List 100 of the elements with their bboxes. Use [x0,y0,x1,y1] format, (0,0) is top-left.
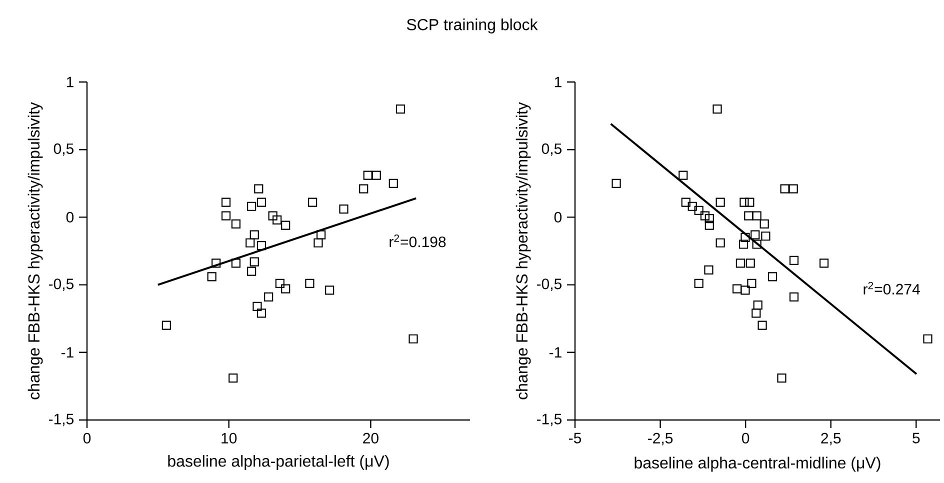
point [250,257,259,266]
y-tick-label: 1 [554,76,562,88]
point [231,258,240,268]
chart-title: SCP training block [406,18,538,34]
y-tick-label: -1 [549,347,562,358]
point [688,202,697,211]
point [740,198,749,207]
point [760,219,769,229]
point [268,211,278,220]
y-tick-label: -1 [61,347,74,358]
point [752,308,761,318]
point [732,284,742,294]
point [752,240,762,249]
point [221,198,231,207]
annotation: r$^{2}$=0.274 [864,282,920,295]
point [228,374,238,383]
point [694,278,704,288]
point [212,258,221,268]
y-axis-title: change FBB-HKS hyperactivity/impulsivity [28,102,43,400]
point [923,334,932,344]
point [372,170,381,180]
point [396,104,406,114]
point [388,178,398,188]
point [305,278,314,288]
x-tick-label: 0 [742,432,750,444]
point [819,258,829,268]
point [704,265,714,274]
point [247,266,256,276]
x-tick-label: -2,5 [648,432,673,446]
point [308,198,318,207]
point [758,320,767,330]
x-tick-label: 5 [912,432,920,444]
point [700,211,710,220]
point [753,300,762,310]
point [359,184,368,194]
point [694,206,704,215]
point [264,292,274,302]
x-tick-label: -5 [569,432,582,444]
y-axis-title: change FBB-HKS hyperactivity/impulsivity [516,102,531,400]
point [704,220,714,230]
point [780,184,790,194]
point [768,272,778,282]
x-tick-label: 0 [83,432,91,444]
point [738,240,748,249]
point [256,308,266,318]
annotation: r$^{2}$=0.198 [390,234,446,248]
point [712,104,722,114]
point [612,178,621,188]
point [736,258,746,268]
point [256,241,266,250]
y-tick-label: -0,5 [48,278,74,291]
point [716,198,725,207]
y-tick-label: 1 [66,76,74,88]
point [678,170,688,180]
point [281,220,290,230]
point [777,374,786,383]
point [325,286,334,295]
point [744,211,754,220]
point [747,278,756,288]
point [681,198,690,207]
x-tick-label: 2,5 [821,432,841,446]
point [314,238,323,248]
point [704,214,714,224]
point [272,215,282,224]
x-tick-label: 10 [222,432,237,444]
point [256,198,266,207]
point [221,211,231,220]
y-tick-label: -0,5 [536,278,562,291]
y-tick-label: -1,5 [48,414,74,426]
x-axis-title: baseline alpha-parietal-left (μV) [168,455,389,470]
point [750,230,760,240]
point [363,170,372,180]
point [316,230,326,240]
point [761,232,770,241]
point [339,204,348,214]
point [252,302,262,311]
point [281,284,290,294]
y-tick-label: 0 [554,212,562,223]
x-tick-label: 20 [363,432,378,444]
point [788,184,798,194]
point [746,258,755,268]
point [789,256,799,266]
point [745,198,754,207]
point [246,238,255,248]
point [162,320,171,330]
point [275,278,284,288]
y-tick-label: 0 [66,212,74,223]
point [789,292,799,302]
point [740,232,750,242]
point [716,238,725,248]
point [247,202,256,211]
point [250,230,259,240]
x-axis-title: baseline alpha-central-midline (μV) [634,456,880,472]
point [231,219,240,229]
y-tick-label: 0,5 [54,143,74,156]
y-tick-label: 0,5 [542,143,562,156]
y-tick-label: -1,5 [536,414,562,426]
point [254,184,264,194]
point [752,211,762,220]
point [207,272,216,282]
